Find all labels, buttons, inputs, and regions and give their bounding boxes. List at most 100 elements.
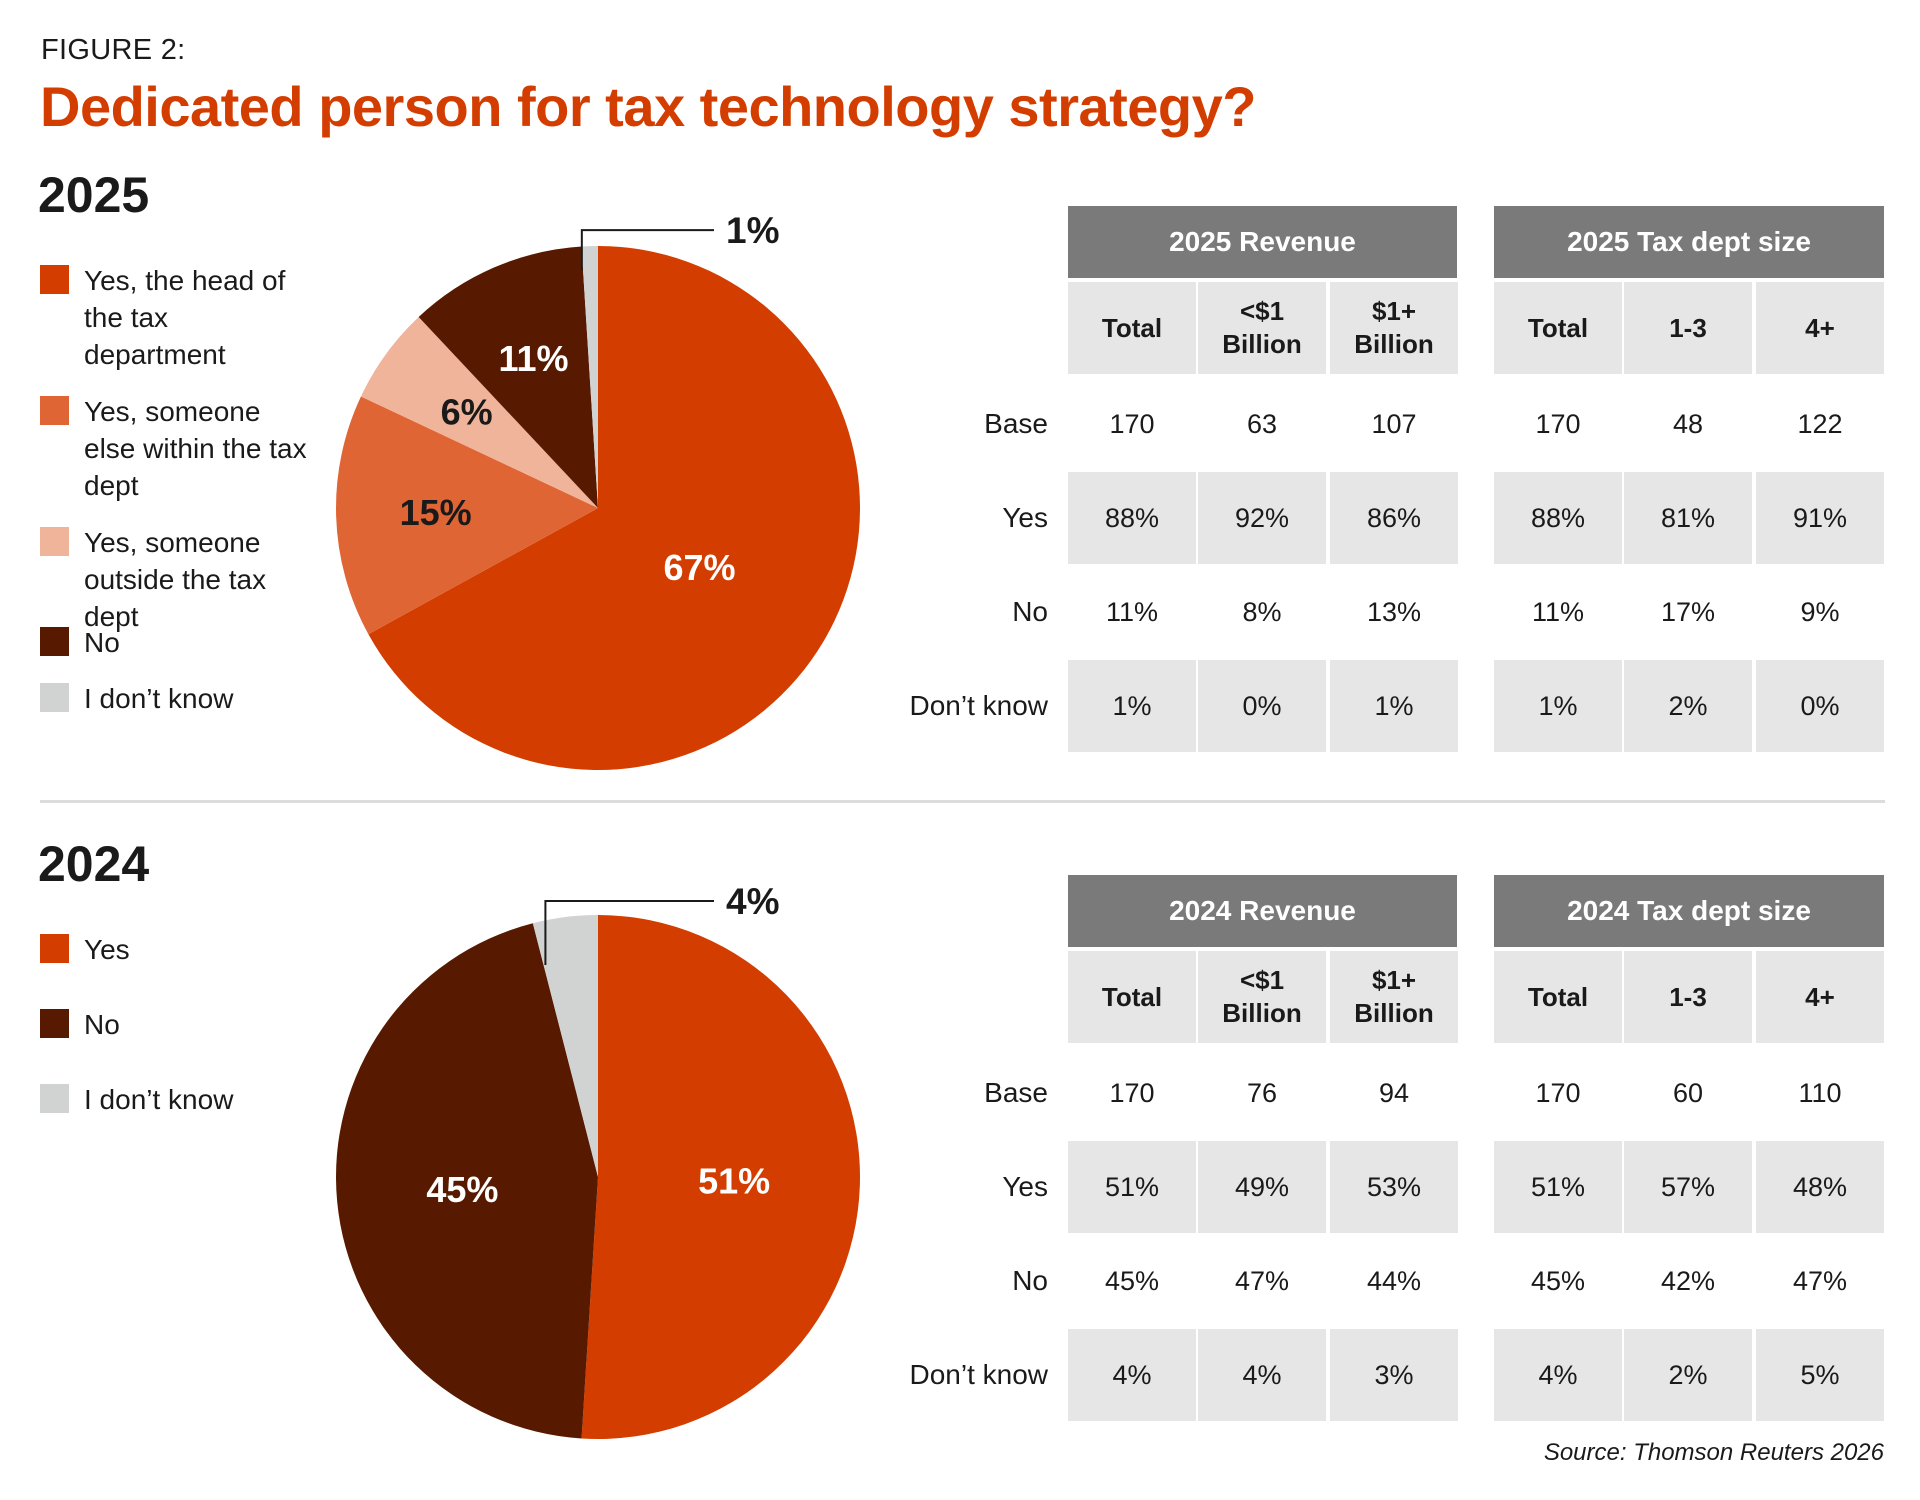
table-row-label: No [1012,1265,1048,1296]
column-header-text: Total [1527,312,1589,343]
table-cell: 0% [1756,660,1884,752]
table-cell: 4% [1068,1329,1196,1421]
legend-label: Yes, the head of the tax department [84,265,286,370]
table-column-header: <$1 Billion [1198,282,1326,374]
table-column-header: 1-3 [1624,951,1752,1043]
legend-label: Yes [84,934,130,965]
table-row-label: Base [984,1077,1048,1108]
pie-slice-label: 51% [698,1160,770,1201]
legend-label: I don’t know [84,683,234,714]
table-cell: 53% [1330,1141,1458,1233]
legend-swatch [40,396,69,425]
table-cell: 51% [1068,1141,1196,1233]
pie-slice-label: 45% [426,1169,498,1210]
table-cell: 2% [1624,660,1752,752]
table-cell: 63 [1246,408,1278,439]
table-cell: 86% [1330,472,1458,564]
legend-label: I don’t know [84,1084,234,1115]
legend-swatch [40,1084,69,1113]
table-cell: 88% [1068,472,1196,564]
table-column-header: 1-3 [1624,282,1752,374]
legend-label: No [84,1009,120,1040]
table-cell: 48 [1672,408,1704,439]
table-column-header: $1+ Billion [1330,282,1458,374]
table-cell: 45% [1530,1265,1586,1296]
table-cell: 76 [1246,1077,1278,1108]
table-cell: 2% [1624,1329,1752,1421]
pie-svg: 67% 15% 6%11% 1% [336,210,860,770]
pie-chart-2025: 67% 15% 6% 11% 1% [334,210,862,777]
table-cell: 4% [1494,1329,1622,1421]
table-cell: 110 [1798,1077,1842,1108]
legend-swatch [40,527,69,556]
table-cell: 57% [1624,1141,1752,1233]
column-header-text: <$1 Billion [1222,296,1302,359]
table-column-header: Total [1068,282,1196,374]
pie-slice-yes-the-head-of-the-tax-department [368,246,860,770]
pie-slice-label: 15% [400,492,472,533]
column-header-text: <$1 Billion [1222,965,1302,1028]
table-cell: 11% [1105,596,1159,627]
section-divider [40,800,1885,803]
source-note: Source: Thomson Reuters 2026 [1543,1439,1884,1466]
table-cell: 122 [1797,408,1843,439]
figure-label: FIGURE 2: [41,34,186,66]
column-header-text: 1-3 [1669,981,1707,1012]
table-row-label: Don’t know [909,690,1048,721]
table-cell: 1% [1068,660,1196,752]
table-cell: 8% [1242,596,1282,627]
year-heading: 2025 [38,167,150,223]
pie-chart-2024: 51% 45% 4% [334,881,862,1446]
table-cell: 17% [1660,596,1716,627]
column-header-text: Total [1101,312,1163,343]
pie-svg: 51% 45% 4% [335,881,860,1439]
table-cell: 9% [1800,596,1840,627]
table-cell: 94 [1378,1077,1410,1108]
column-header-text: 4+ [1805,981,1835,1012]
table-cell: 1% [1330,660,1458,752]
table-cell: 60 [1672,1077,1704,1108]
column-header-text: Total [1527,981,1589,1012]
table-cell: 13% [1366,596,1422,627]
pie-slice-label: 4% [726,881,779,922]
table-cell: 170 [1535,1077,1581,1108]
table-row-label: Yes [1002,1171,1048,1202]
table-column-header: 4+ [1756,282,1884,374]
pie-slice-no [335,923,598,1439]
section-2024: 2024 Yes No I don’t know 51% 45% 4% 2024 Rev… [0,835,1920,1500]
table-cell: 5% [1756,1329,1884,1421]
table-row-label: Base [984,408,1048,439]
callout-line [580,229,714,271]
table-cell: 44% [1366,1265,1422,1296]
pie-slice-no [418,246,598,508]
table-cell: 81% [1624,472,1752,564]
legend-swatch [40,627,69,656]
table-cell: 48% [1756,1141,1884,1233]
legend-label: Yes, someone else within the tax dept [84,396,307,501]
table-cell: 170 [1535,408,1581,439]
table-column-header: Total [1494,282,1622,374]
table-column-header: 4+ [1756,951,1884,1043]
table-cell: 170 [1109,1077,1155,1108]
callout-line [544,900,714,966]
table-cell: 170 [1109,408,1155,439]
column-header-text: 4+ [1805,312,1835,343]
table-cell: 4% [1198,1329,1326,1421]
legend-swatch [40,265,69,294]
table-cell: 0% [1198,660,1326,752]
table-group-header: 2024 Revenue [1068,875,1457,947]
pie-slice-yes-someone-else-within-the-tax-dept [336,396,598,635]
table-cell: 47% [1792,1265,1848,1296]
year-heading: 2024 [38,836,150,892]
table-cell: 1% [1494,660,1622,752]
column-header-text: 1-3 [1669,312,1707,343]
legend-swatch [40,934,69,963]
table-column-header: $1+ Billion [1330,951,1458,1043]
pie-slice-label: 1% [726,210,779,251]
column-header-text: Total [1101,981,1163,1012]
table-cell: 91% [1756,472,1884,564]
column-header-text: $1+ Billion [1354,965,1434,1028]
legend-swatch [40,1009,69,1038]
table-cell: 49% [1198,1141,1326,1233]
pie-slice-i-don-t-know [532,915,598,1177]
